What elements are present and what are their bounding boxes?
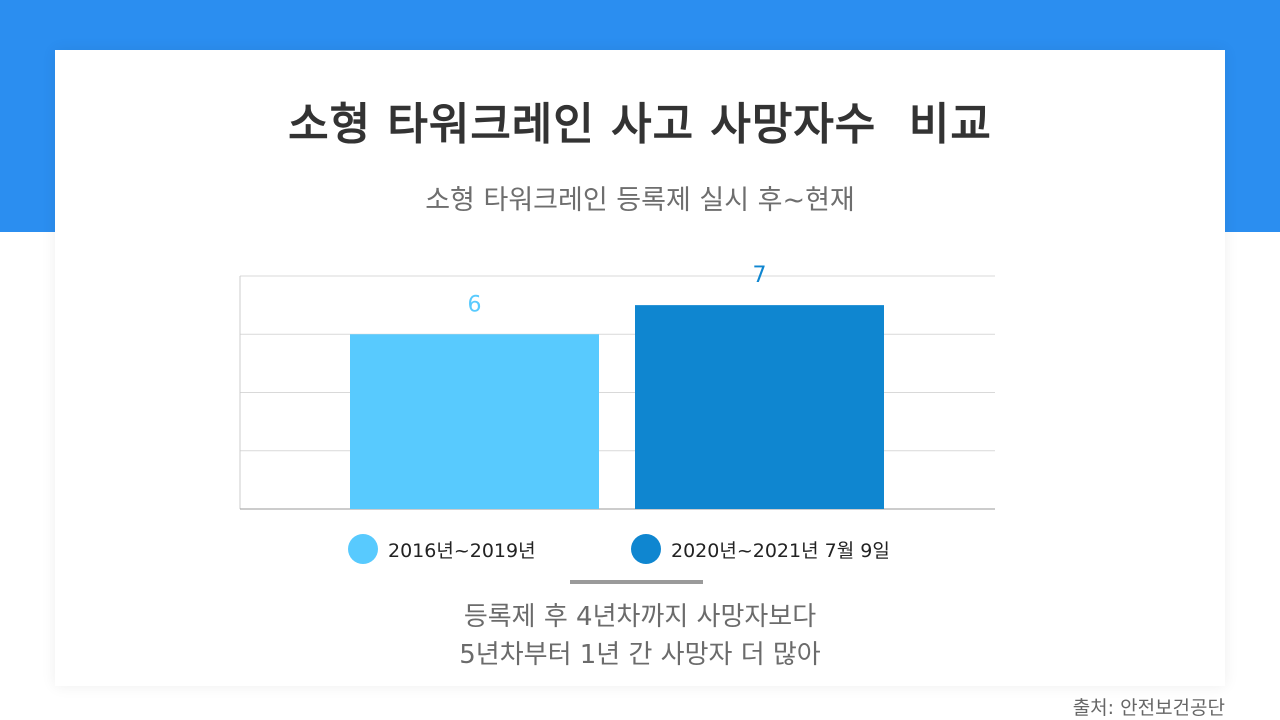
legend-label-2: 2020년~2021년 7월 9일 [671,539,890,562]
bar-chart: 67 [239,263,995,510]
bar-value-label-2: 7 [753,263,767,288]
source-note: 출처: 안전보건공단 [1072,697,1225,719]
caption: 등록제 후 4년차까지 사망자보다 5년차부터 1년 간 사망자 더 많아 [55,598,1225,674]
bar-value-label-1: 6 [468,292,482,317]
chart-card: 소형 타워크레인 사고 사망자수 비교 소형 타워크레인 등록제 실시 후~현재… [55,50,1225,686]
caption-line-2: 5년차부터 1년 간 사망자 더 많아 [459,640,821,670]
caption-line-1: 등록제 후 4년차까지 사망자보다 [463,602,817,632]
bar-2 [635,305,884,509]
legend-label-1: 2016년~2019년 [388,539,536,562]
divider-line [570,580,703,584]
legend-swatch-1 [348,534,378,564]
legend-item-1: 2016년~2019년 [348,533,536,565]
legend-item-2: 2020년~2021년 7월 9일 [631,533,890,565]
page-title: 소형 타워크레인 사고 사망자수 비교 [288,99,992,150]
legend-swatch-2 [631,534,661,564]
bar-1 [350,334,599,509]
page-subtitle: 소형 타워크레인 등록제 실시 후~현재 [425,185,855,216]
